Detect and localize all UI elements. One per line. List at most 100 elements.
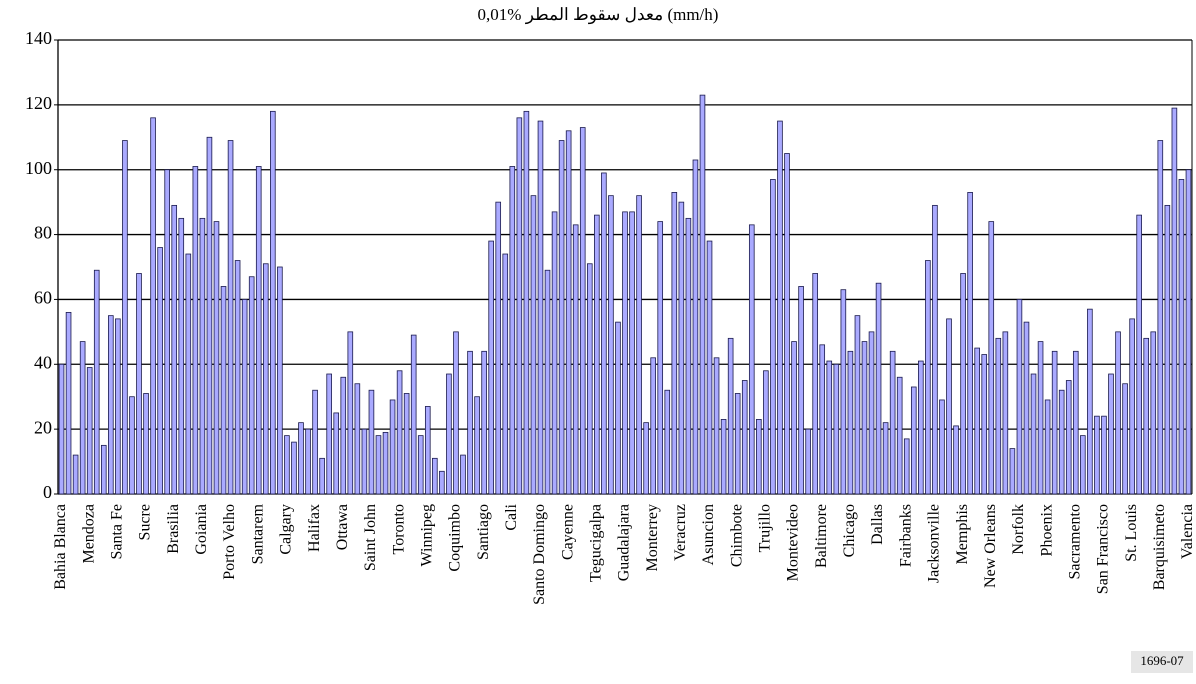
bar <box>763 370 769 495</box>
x-tick-label: Guadalajara <box>616 504 633 581</box>
bar <box>847 350 854 495</box>
bar <box>375 435 382 495</box>
bar <box>889 350 896 495</box>
bar <box>122 140 128 495</box>
x-tick-label: Cali <box>503 503 520 530</box>
bar <box>115 318 121 495</box>
bar <box>227 140 234 495</box>
bar <box>974 347 980 495</box>
bar <box>1051 350 1058 495</box>
bar <box>798 286 804 495</box>
chart-title: معدل سقوط المطر %0,01 (mm/h) <box>478 5 719 25</box>
bar <box>241 299 248 495</box>
bar <box>756 419 762 495</box>
bar <box>382 431 389 495</box>
bar <box>417 435 424 495</box>
bar <box>1030 373 1037 495</box>
x-tick-label: Santo Domingo <box>531 504 548 605</box>
annotation: 1696-07 <box>1140 653 1184 668</box>
bar <box>699 94 706 495</box>
bar <box>967 192 973 495</box>
bar <box>129 396 135 495</box>
bar <box>685 217 692 495</box>
x-tick-label: Phoenix <box>1038 504 1055 556</box>
bar <box>868 331 875 495</box>
bar <box>410 334 417 495</box>
bar <box>439 470 445 495</box>
bar <box>108 315 114 495</box>
x-tick-label: St. Louis <box>1123 504 1140 562</box>
x-tick-label: New Orleans <box>982 504 999 588</box>
bar <box>474 396 480 495</box>
bar <box>171 204 178 495</box>
x-tick-label: Calgary <box>278 504 295 555</box>
bar <box>544 269 551 495</box>
bar <box>206 136 213 495</box>
x-tick-label: Brasilia <box>165 504 182 554</box>
bar <box>143 393 149 495</box>
bar <box>396 370 403 495</box>
bar <box>1065 380 1072 495</box>
x-tick-label: Asuncion <box>700 504 717 565</box>
bar <box>713 357 720 495</box>
x-tick-label: Baltimore <box>813 504 830 568</box>
bar <box>1115 331 1121 495</box>
bar <box>284 435 290 495</box>
bar <box>467 350 473 495</box>
bar <box>615 321 621 495</box>
bar <box>1016 299 1023 495</box>
bar <box>678 201 685 495</box>
bar <box>481 350 487 495</box>
bar <box>657 221 664 495</box>
bar <box>446 373 452 495</box>
bar <box>432 457 438 495</box>
bar <box>1094 415 1100 495</box>
bar <box>530 195 537 495</box>
x-tick-label: Winnipeg <box>418 504 435 566</box>
bar <box>347 331 354 495</box>
x-tick-label: Norfolk <box>1010 504 1027 555</box>
bar <box>1129 318 1135 495</box>
bar <box>770 179 776 495</box>
bar <box>748 224 755 495</box>
bar <box>354 383 361 495</box>
bar <box>664 389 671 495</box>
bar <box>502 253 509 495</box>
x-tick-label: Fairbanks <box>897 504 914 567</box>
bar <box>1185 169 1192 495</box>
bar <box>946 318 952 495</box>
bar <box>100 444 107 495</box>
bar <box>601 172 607 495</box>
bar <box>953 425 959 495</box>
x-tick-label: Trujillo <box>757 504 774 552</box>
bar <box>586 263 593 495</box>
bar <box>255 166 262 495</box>
x-tick-label: Ottawa <box>334 504 351 550</box>
annotation-box <box>1131 651 1193 673</box>
bar <box>826 360 833 495</box>
bar <box>234 260 241 495</box>
bar <box>1080 435 1086 495</box>
bar <box>636 195 642 495</box>
bar <box>72 454 79 495</box>
bar <box>594 214 600 495</box>
x-tick-label: Toronto <box>390 504 407 554</box>
bar <box>298 422 304 495</box>
bar <box>516 117 523 495</box>
bar <box>403 393 410 495</box>
bar <box>629 211 635 495</box>
bar <box>565 130 572 495</box>
bar <box>312 389 318 495</box>
bar <box>833 363 840 495</box>
bar <box>136 273 142 495</box>
bar <box>551 211 558 495</box>
bar <box>509 166 516 495</box>
bar <box>812 273 818 495</box>
bar <box>1157 140 1164 495</box>
bar <box>784 153 790 495</box>
bar <box>572 224 579 495</box>
bar <box>692 159 699 495</box>
x-tick-label: Barquisimeto <box>1151 504 1168 590</box>
x-tick-label: Monterrey <box>644 504 661 572</box>
x-tick-label: Jacksonville <box>926 504 943 583</box>
